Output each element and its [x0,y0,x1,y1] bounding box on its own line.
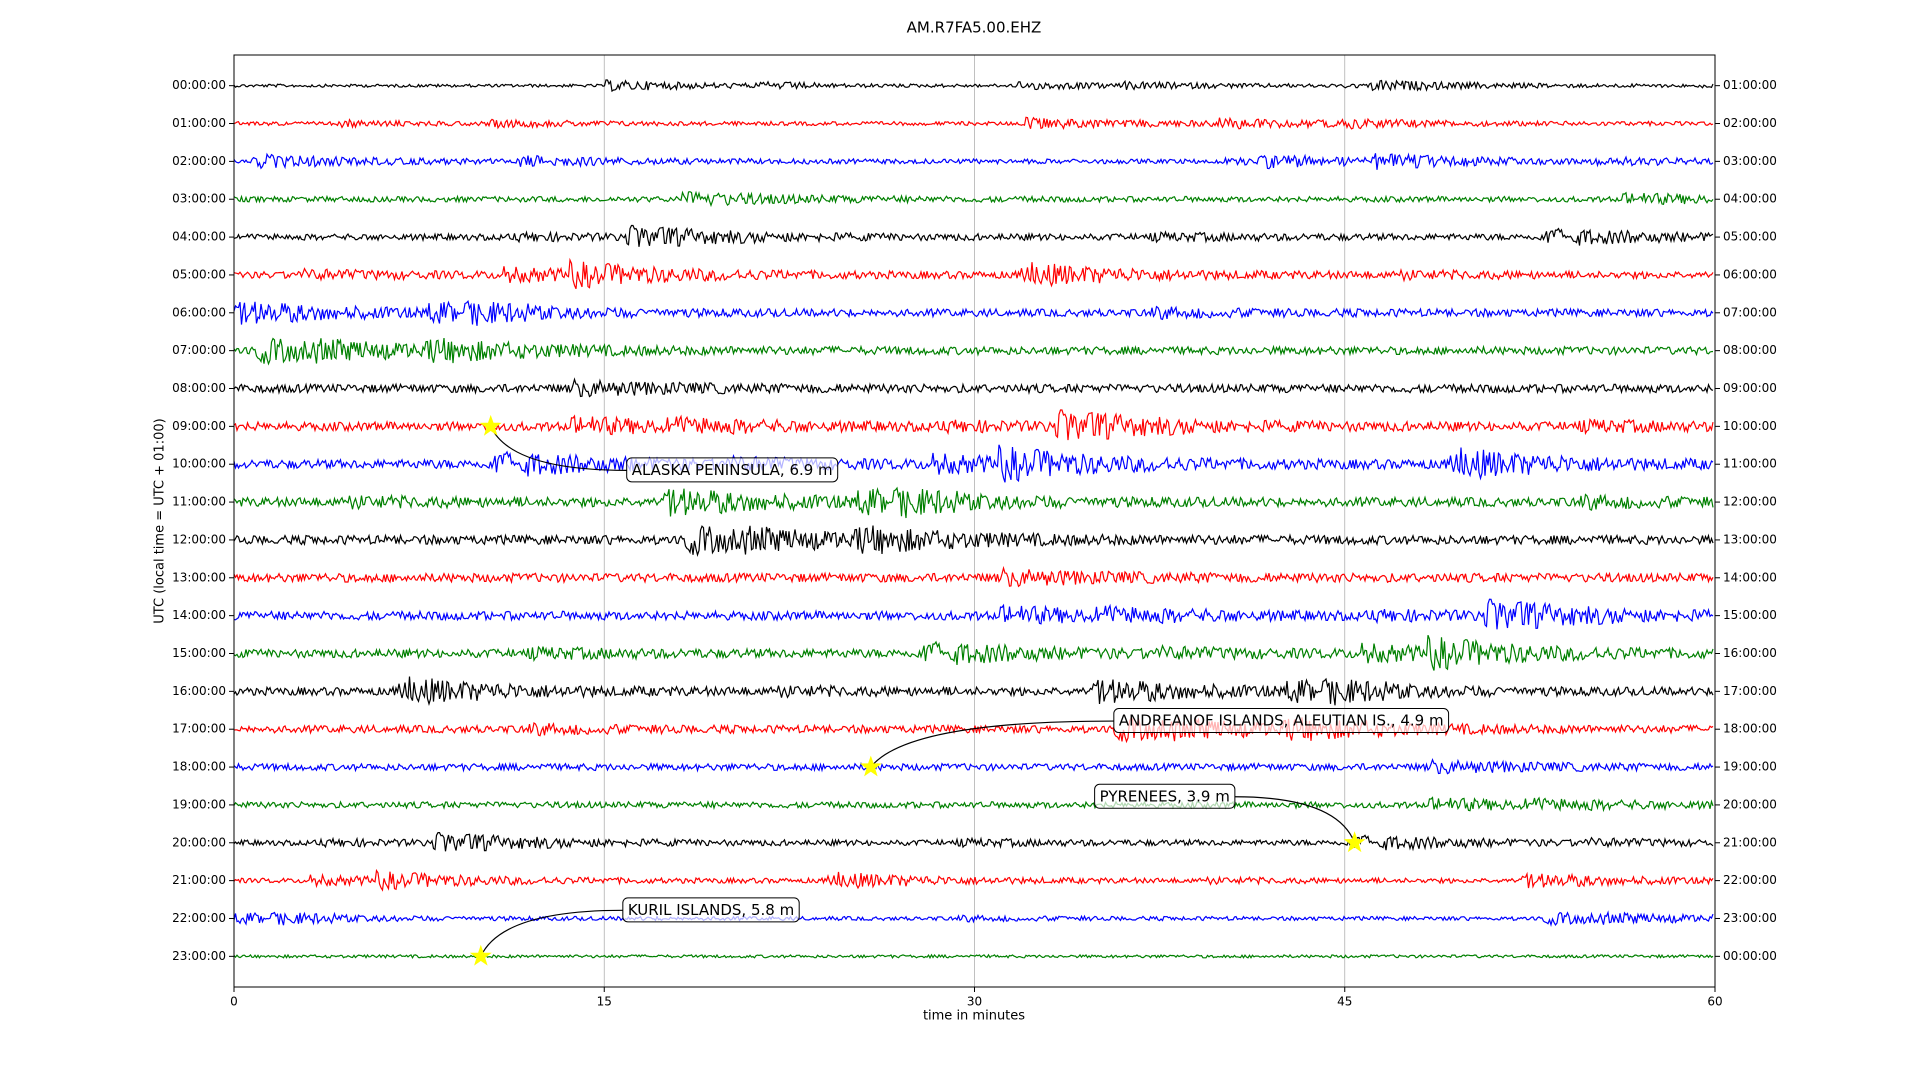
y-tick-label-right: 17:00:00 [1723,684,1777,698]
trace [233,486,1714,519]
trace [233,598,1714,630]
x-tick-label: 30 [967,995,982,1009]
y-tick-label-right: 02:00:00 [1723,116,1777,130]
trace [233,152,1714,170]
event-annotation: KURIL ISLANDS, 5.8 m [622,897,800,923]
y-tick-label-right: 20:00:00 [1723,797,1777,811]
x-tick-label: 0 [230,995,238,1009]
event-label: ALASKA PENINSULA, 6.9 m [632,461,833,479]
trace [233,676,1714,707]
plot-frame [233,54,1716,988]
event-annotation: PYRENEES, 3.9 m [1094,783,1236,809]
y-axis-label: UTC (local time = UTC + 01:00) [153,418,168,623]
connector [480,909,623,957]
x-axis-label: time in minutes [923,1009,1025,1024]
y-tick-label-right: 22:00:00 [1723,873,1777,887]
trace [233,757,1714,775]
y-tick-label: 09:00:00 [172,419,226,433]
y-tick-label: 20:00:00 [172,835,226,849]
trace [233,257,1714,290]
y-tick-label-right: 06:00:00 [1723,267,1777,281]
y-tick-label: 11:00:00 [172,495,226,509]
trace [233,79,1714,93]
trace [233,832,1714,852]
trace [233,409,1714,441]
y-tick-label-right: 03:00:00 [1723,154,1777,168]
y-tick-label-right: 21:00:00 [1723,835,1777,849]
y-tick-label: 14:00:00 [172,608,226,622]
y-tick-label: 22:00:00 [172,911,226,925]
y-tick-label: 21:00:00 [172,873,226,887]
event-star [469,944,492,966]
event-label: PYRENEES, 3.9 m [1100,787,1230,805]
y-tick-label-right: 14:00:00 [1723,570,1777,584]
y-tick-label-right: 00:00:00 [1723,949,1777,963]
x-tick-label: 15 [597,995,612,1009]
trace [233,300,1714,326]
y-tick-label: 23:00:00 [172,949,226,963]
trace [233,224,1714,247]
trace [233,634,1714,671]
y-tick-label-right: 08:00:00 [1723,343,1777,357]
y-tick-label-right: 05:00:00 [1723,230,1777,244]
trace [233,337,1714,366]
y-tick-label: 06:00:00 [172,305,226,319]
y-tick-label-right: 19:00:00 [1723,760,1777,774]
event-label: KURIL ISLANDS, 5.8 m [628,901,794,919]
connector [870,720,1114,768]
y-tick-label: 05:00:00 [172,267,226,281]
y-tick-label-right: 16:00:00 [1723,646,1777,660]
event-star [1343,831,1366,853]
trace [233,377,1714,398]
y-tick-label-right: 15:00:00 [1723,608,1777,622]
y-tick-label: 07:00:00 [172,343,226,357]
y-tick-label-right: 07:00:00 [1723,305,1777,319]
y-tick-label: 16:00:00 [172,684,226,698]
trace [233,868,1714,892]
event-star [859,755,882,777]
y-tick-label-right: 10:00:00 [1723,419,1777,433]
y-tick-label-right: 09:00:00 [1723,381,1777,395]
y-tick-label: 01:00:00 [172,116,226,130]
event-annotation: ANDREANOF ISLANDS, ALEUTIAN IS., 4.9 m [1113,708,1450,734]
trace [233,444,1714,483]
trace [233,910,1714,928]
y-tick-label: 04:00:00 [172,230,226,244]
trace [233,525,1714,558]
event-annotation: ALASKA PENINSULA, 6.9 m [626,457,839,483]
connector [490,426,627,471]
y-tick-label: 13:00:00 [172,570,226,584]
y-tick-label: 02:00:00 [172,154,226,168]
y-tick-label: 17:00:00 [172,722,226,736]
y-tick-label-right: 12:00:00 [1723,495,1777,509]
y-tick-label: 03:00:00 [172,192,226,206]
y-tick-label: 00:00:00 [172,78,226,92]
y-tick-label: 10:00:00 [172,457,226,471]
y-tick-label-right: 18:00:00 [1723,722,1777,736]
trace [233,190,1714,208]
connector [1234,796,1356,843]
y-tick-label-right: 13:00:00 [1723,532,1777,546]
y-tick-label-right: 04:00:00 [1723,192,1777,206]
x-tick-label: 45 [1337,995,1352,1009]
y-tick-label: 15:00:00 [172,646,226,660]
event-star [479,414,502,436]
y-tick-label-right: 01:00:00 [1723,78,1777,92]
y-tick-label-right: 23:00:00 [1723,911,1777,925]
trace [233,716,1714,744]
y-tick-label: 19:00:00 [172,797,226,811]
event-label: ANDREANOF ISLANDS, ALEUTIAN IS., 4.9 m [1119,712,1444,730]
trace [233,953,1714,960]
chart-title: AM.R7FA5.00.EHZ [907,19,1042,37]
y-tick-label: 08:00:00 [172,381,226,395]
trace [233,796,1714,813]
y-tick-label-right: 11:00:00 [1723,457,1777,471]
trace [233,565,1714,588]
trace [233,116,1714,130]
x-tick-label: 60 [1707,995,1722,1009]
y-tick-label: 18:00:00 [172,760,226,774]
y-tick-label: 12:00:00 [172,532,226,546]
